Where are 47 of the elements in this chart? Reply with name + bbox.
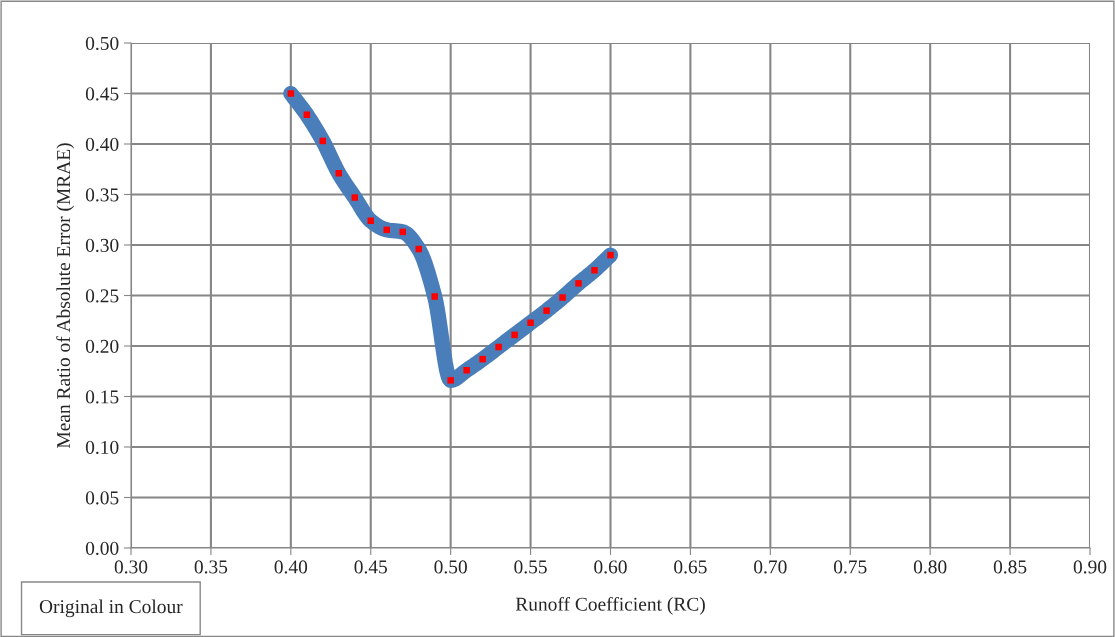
point xyxy=(479,355,486,363)
point xyxy=(591,266,598,274)
x-tick-label: 0.90 xyxy=(1073,560,1107,574)
y-tick-label: 0.05 xyxy=(85,491,119,505)
point xyxy=(495,343,502,351)
x-tick-label: 0.75 xyxy=(833,560,867,574)
point xyxy=(399,228,406,236)
point xyxy=(559,294,566,301)
point xyxy=(367,217,375,225)
y-axis-title: Mean Ratio of Absolute Error (MRAE) xyxy=(56,143,75,449)
x-tick-label: 0.80 xyxy=(913,560,947,574)
point xyxy=(383,226,390,234)
y-tick-label: 0.20 xyxy=(85,339,119,354)
x-tick-label: 0.70 xyxy=(754,560,787,574)
point xyxy=(511,331,518,339)
x-tick-label: 0.60 xyxy=(594,560,627,574)
point xyxy=(447,377,454,384)
point xyxy=(415,245,422,253)
x-tick-label: 0.30 xyxy=(114,560,148,574)
y-tick-label: 0.15 xyxy=(85,390,119,404)
point xyxy=(543,307,550,314)
y-tick-label: 0.30 xyxy=(85,238,119,253)
y-tick-label: 0.00 xyxy=(85,541,119,556)
text: Original in Colour xyxy=(39,599,183,618)
y-tick-label: 0.10 xyxy=(85,440,119,455)
y-tick-label: 0.50 xyxy=(85,36,119,51)
point xyxy=(351,194,359,201)
y-tick-label: 0.40 xyxy=(85,137,119,152)
y-tick-label: 0.45 xyxy=(85,87,119,101)
point xyxy=(463,366,470,374)
point xyxy=(607,251,614,259)
y-tick-label: 0.35 xyxy=(85,188,119,202)
point xyxy=(303,111,311,118)
point xyxy=(431,293,438,300)
x-tick-label: 0.40 xyxy=(274,560,308,574)
x-tick-label: 0.85 xyxy=(993,560,1027,574)
x-tick-label: 0.45 xyxy=(354,560,387,574)
x-axis-title: Runoff Coefficient (RC) xyxy=(515,596,705,615)
x-tick-label: 0.55 xyxy=(514,560,547,574)
x-tick-label: 0.50 xyxy=(434,560,467,574)
point xyxy=(287,90,295,97)
x-tick-label: 0.65 xyxy=(674,560,707,574)
x-tick-label: 0.35 xyxy=(194,560,228,574)
point xyxy=(575,280,582,287)
y-tick-label: 0.25 xyxy=(85,289,119,303)
point xyxy=(335,170,343,177)
point xyxy=(527,319,534,327)
